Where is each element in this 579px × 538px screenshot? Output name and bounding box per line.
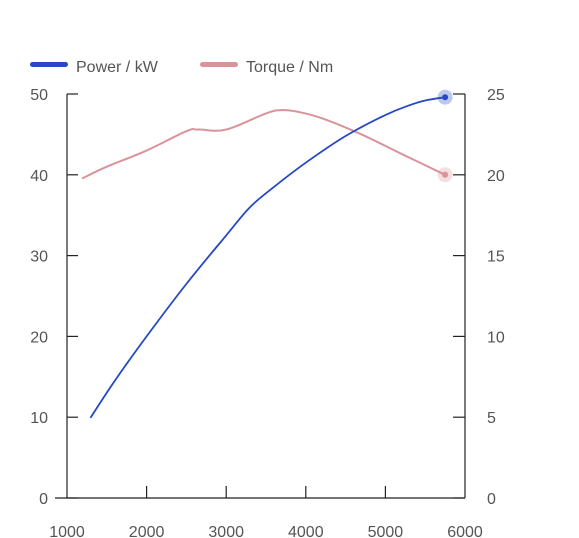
series-line-torque [81,109,447,180]
series-line-power [89,96,446,419]
series-end-point-power[interactable] [442,94,449,101]
y-tick-label-right-20: 20 [487,168,505,185]
series-end-point-torque[interactable] [442,171,449,178]
x-tick-label-6000: 6000 [447,524,483,538]
x-tick-label-4000: 4000 [288,524,324,538]
y-tick-label-right-5: 5 [487,410,496,427]
y-tick-label-left-0: 0 [39,491,48,508]
legend-swatch-torque [200,62,238,67]
series-layer [81,89,453,419]
y-tick-label-right-0: 0 [487,491,496,508]
legend: Power / kW Torque / Nm [30,59,333,76]
y-tick-label-left-40: 40 [30,168,48,185]
legend-label-power: Power / kW [76,59,159,76]
y-tick-label-left-50: 50 [30,87,48,104]
x-ticks: 1000 2000 3000 4000 5000 6000 [49,486,483,538]
y-tick-label-right-10: 10 [487,329,505,346]
y-tick-label-left-30: 30 [30,249,48,266]
y-ticks-left: 0 10 20 30 40 50 [30,87,78,508]
y-tick-label-left-10: 10 [30,410,48,427]
y-tick-label-left-20: 20 [30,329,48,346]
x-tick-label-3000: 3000 [208,524,244,538]
y-ticks-right: 0 5 10 15 20 25 [453,87,505,508]
legend-label-torque: Torque / Nm [246,59,333,76]
x-tick-label-5000: 5000 [368,524,404,538]
y-tick-label-right-15: 15 [487,249,505,266]
legend-item-power[interactable]: Power / kW [30,59,159,76]
legend-swatch-power [30,62,68,67]
x-tick-label-1000: 1000 [49,524,85,538]
x-tick-label-2000: 2000 [129,524,165,538]
y-tick-label-right-25: 25 [487,87,505,104]
legend-item-torque[interactable]: Torque / Nm [200,59,333,76]
